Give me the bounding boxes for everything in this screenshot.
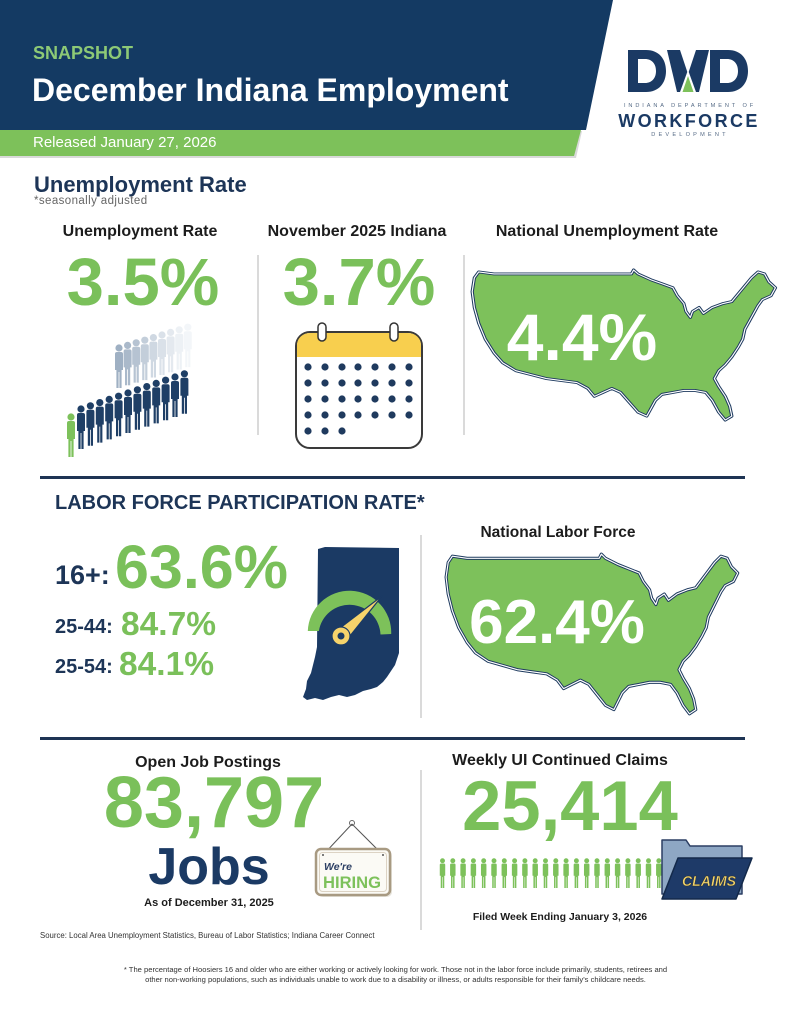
indiana-gauge-icon	[303, 547, 399, 700]
sign-line-1: We're	[324, 861, 352, 873]
logo-line-3: DEVELOPMENT	[651, 132, 729, 138]
claims-count: 25,414	[462, 766, 678, 845]
calendar-icon	[295, 322, 423, 449]
national-unemployment-rate: 4.4%	[506, 300, 658, 374]
header-kicker: SNAPSHOT	[33, 43, 134, 63]
footnote-line-2: other non-working populations, such as i…	[145, 975, 646, 984]
hiring-sign-icon: We're HIRING	[314, 820, 392, 897]
footnote: * The percentage of Hoosiers 16 and olde…	[0, 965, 791, 985]
source-note: Source: Local Area Unemployment Statisti…	[40, 931, 375, 940]
sign-line-2: HIRING	[323, 873, 381, 892]
page-title: December Indiana Employment	[32, 72, 509, 108]
participation-25-44-label: 25-44:	[55, 616, 113, 638]
participation-heading: LABOR FORCE PARTICIPATION RATE*	[55, 492, 425, 514]
folder-label: CLAIMS	[682, 873, 736, 890]
seasonally-adjusted-note: *seasonally adjusted	[34, 195, 148, 207]
column-divider	[463, 255, 465, 435]
participation-25-54-value: 84.1%	[119, 646, 214, 683]
claimants-row-icon	[439, 858, 662, 888]
job-postings-count: 83,797	[103, 763, 325, 843]
section-divider	[40, 737, 745, 740]
logo-line-2: WORKFORCE	[618, 111, 760, 131]
job-postings-label: Open Job Postings	[135, 754, 281, 771]
participation-16-value: 63.6%	[115, 533, 288, 601]
column-divider	[257, 255, 259, 435]
dwd-logo-mark-icon	[628, 50, 748, 92]
footnote-line-1: * The percentage of Hoosiers 16 and olde…	[123, 965, 668, 974]
release-date: Released January 27, 2026	[33, 134, 217, 151]
header-banner	[0, 0, 613, 158]
indiana-rate-label: Unemployment Rate	[62, 223, 218, 240]
column-divider	[420, 770, 422, 930]
participation-25-54-label: 25-54:	[55, 656, 113, 678]
logo-line-1: INDIANA DEPARTMENT OF	[623, 103, 757, 109]
people-crowd-icon	[67, 323, 192, 457]
indiana-unemployment-rate: 3.5%	[66, 245, 220, 320]
job-postings-as-of: As of December 31, 2025	[144, 897, 274, 909]
claims-folder-icon: CLAIMS	[661, 839, 753, 900]
national-rate-label: National Unemployment Rate	[495, 223, 719, 240]
claims-filed-week: Filed Week Ending January 3, 2026	[472, 910, 648, 923]
national-labor-force-label: National Labor Force	[480, 524, 636, 541]
unemployment-heading: Unemployment Rate	[34, 172, 247, 197]
section-divider	[40, 476, 745, 479]
participation-25-44-value: 84.7%	[121, 606, 216, 643]
participation-16-label: 16+:	[55, 560, 110, 590]
november-unemployment-rate: 3.7%	[282, 245, 436, 320]
national-labor-force-rate: 62.4%	[469, 588, 645, 657]
previous-month-label: November 2025 Indiana	[267, 223, 447, 240]
jobs-unit: Jobs	[148, 838, 270, 896]
claims-label: Weekly UI Continued Claims	[452, 752, 668, 769]
column-divider	[420, 535, 422, 718]
